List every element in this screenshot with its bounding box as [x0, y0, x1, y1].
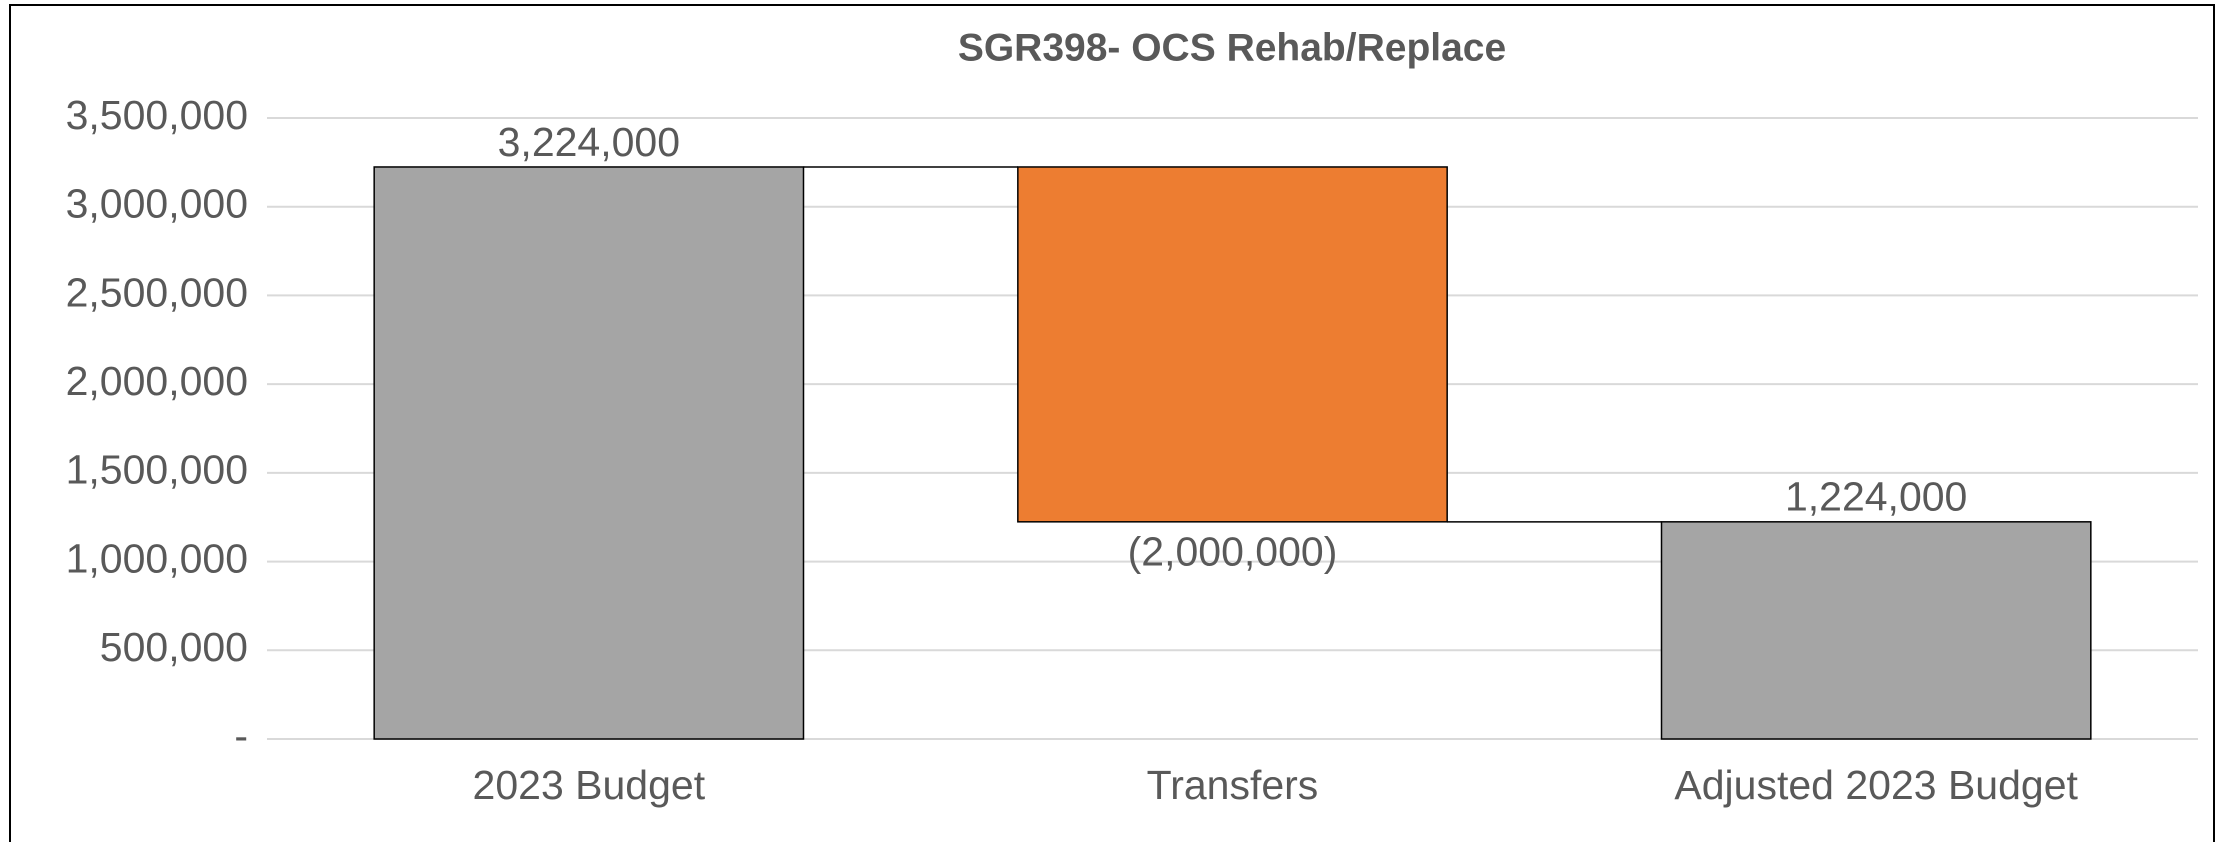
y-tick-label: 3,500,000 [66, 92, 248, 138]
y-tick-label: 2,000,000 [66, 358, 248, 404]
x-tick-label: Transfers [1147, 762, 1319, 808]
y-tick-label: 1,000,000 [66, 535, 248, 581]
value-label: 3,224,000 [498, 119, 680, 165]
y-tick-label: 2,500,000 [66, 269, 248, 315]
value-label: (2,000,000) [1128, 529, 1338, 575]
y-tick-label: 500,000 [100, 624, 248, 670]
bar [1660, 521, 2092, 740]
value-label: 1,224,000 [1785, 474, 1967, 520]
bar [373, 166, 805, 740]
y-tick-label: 1,500,000 [66, 447, 248, 493]
x-tick-label: Adjusted 2023 Budget [1674, 762, 2078, 808]
bar [1017, 166, 1448, 523]
y-tick-label: - [234, 713, 248, 759]
x-tick-label: 2023 Budget [473, 762, 706, 808]
y-tick-label: 3,000,000 [66, 181, 248, 227]
chart-title: SGR398- OCS Rehab/Replace [958, 26, 1506, 69]
